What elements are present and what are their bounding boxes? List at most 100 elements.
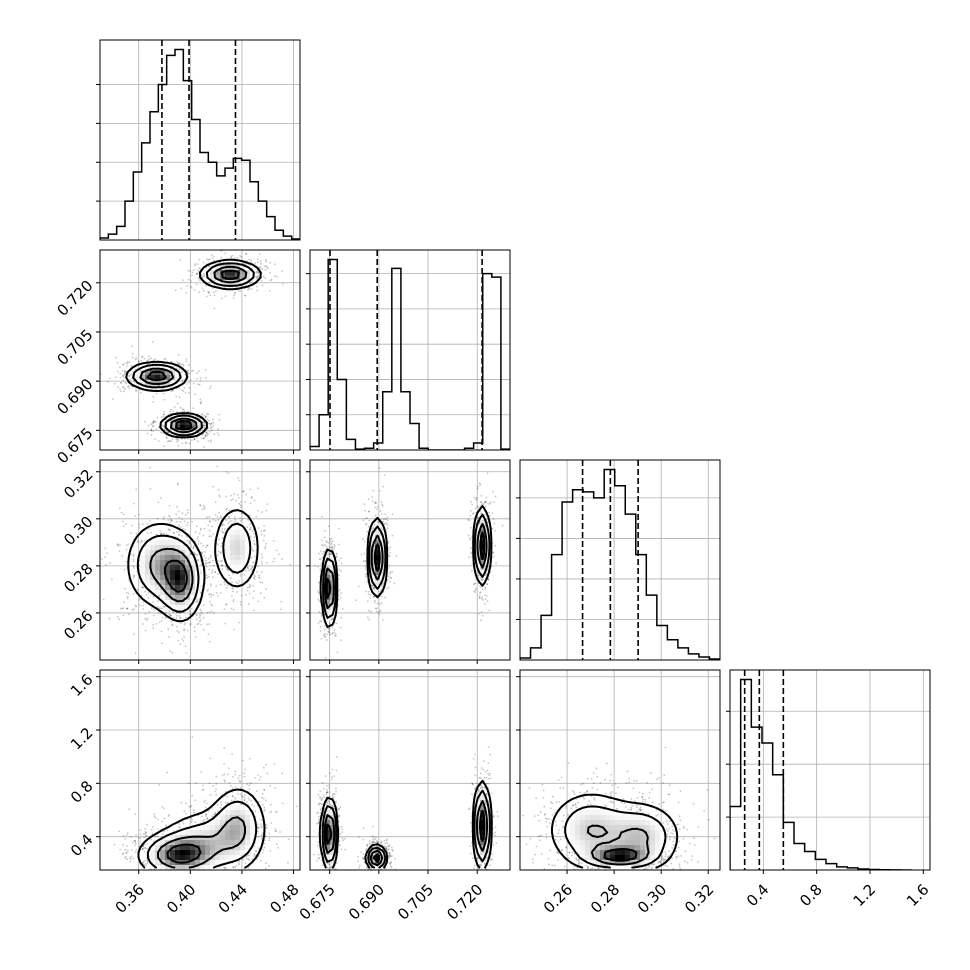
scatter-4-point (244, 862, 247, 865)
scatter-2-point (111, 578, 113, 581)
scatter-2-point (228, 516, 231, 519)
scatter-2-point (238, 621, 241, 624)
scatter-1-density-cell (185, 420, 191, 426)
scatter-1-point (217, 434, 220, 437)
scatter-1-point (182, 364, 185, 367)
scatter-3-point (493, 555, 495, 558)
scatter-1-point (247, 288, 249, 291)
scatter-1-point (245, 253, 248, 255)
scatter-3-density-cell (480, 525, 486, 531)
scatter-2-point (225, 565, 227, 568)
scatter-2-point (133, 567, 135, 569)
scatter-3-point (478, 595, 480, 597)
scatter-2-point (177, 482, 179, 485)
scatter-2-point (153, 614, 155, 617)
scatter-1-point (151, 422, 154, 425)
scatter-2-point (240, 603, 242, 606)
scatter-2-point (196, 600, 199, 603)
scatter-1-point (190, 285, 193, 288)
hist-1-frame (99, 39, 301, 241)
scatter-2-point (265, 588, 267, 591)
scatter-1-point (256, 276, 259, 279)
scatter-3-point (469, 514, 472, 517)
scatter-2-density-cell (235, 555, 241, 561)
scatter-3-point (478, 597, 481, 599)
scatter-1-point (125, 382, 128, 385)
scatter-3-point (481, 578, 484, 581)
scatter-1-point (166, 440, 169, 443)
scatter-1-point (189, 379, 192, 381)
scatter-1-point (179, 363, 182, 366)
scatter-2-density-cell (165, 535, 171, 541)
scatter-3-point (482, 578, 484, 581)
scatter-2-density-cell (175, 550, 181, 556)
scatter-3-density-cell (330, 580, 336, 586)
scatter-2-point (254, 543, 256, 546)
scatter-3-point (324, 635, 327, 638)
scatter-1-point (113, 382, 116, 385)
scatter-1-density-cell (150, 365, 156, 371)
scatter-1-point (120, 381, 123, 384)
scatter-1-point (181, 371, 183, 373)
scatter-2-point (249, 514, 251, 517)
scatter-2-density-cell (230, 525, 236, 531)
scatter-3-point (323, 529, 326, 532)
scatter-3-point (470, 547, 472, 550)
scatter-1-point (194, 264, 196, 267)
scatter-2-point (132, 502, 135, 505)
scatter-4-point (137, 836, 140, 839)
scatter-3-point (319, 620, 321, 623)
scatter-2-point (239, 506, 242, 509)
scatter-3-point (365, 573, 367, 576)
scatter-1-point (218, 262, 221, 264)
scatter-2-density-cell (160, 540, 166, 546)
scatter-2-point (133, 574, 136, 577)
scatter-1-point (192, 369, 194, 372)
scatter-2-density-cell (190, 585, 196, 591)
scatter-2-point (176, 483, 179, 486)
scatter-2-point (208, 623, 211, 625)
scatter-3-point (474, 507, 477, 510)
scatter-1-point (194, 288, 196, 291)
scatter-2-point (160, 497, 162, 499)
scatter-1-point (176, 440, 179, 443)
scatter-2-point (176, 630, 179, 632)
scatter-1-density-cell (185, 425, 191, 431)
scatter-3-point (328, 629, 331, 632)
scatter-2-point (160, 533, 162, 536)
scatter-3-point (480, 577, 482, 580)
scatter-2-point (253, 499, 256, 502)
scatter-3-point (379, 490, 381, 492)
scatter-1-point (187, 269, 190, 272)
scatter-1-point (195, 273, 198, 275)
scatter-1-point (202, 261, 205, 264)
scatter-3-point (381, 513, 383, 515)
scatter-2-point (252, 561, 254, 564)
scatter-1-point (146, 360, 148, 362)
scatter-2-point (159, 607, 162, 610)
scatter-1-point (203, 275, 206, 277)
scatter-2-point (217, 488, 220, 491)
scatter-1-point (260, 262, 262, 265)
scatter-3-point (330, 543, 332, 546)
scatter-1-point (215, 290, 217, 293)
scatter-2-point (135, 488, 138, 491)
scatter-2-point (173, 532, 175, 535)
scatter-4-point (146, 823, 148, 826)
scatter-3-point (367, 593, 370, 596)
scatter-2-point (233, 628, 236, 631)
scatter-2-point (125, 548, 128, 551)
scatter-1-density-cell (180, 425, 186, 431)
scatter-2-point (203, 508, 206, 510)
scatter-3-point (327, 554, 329, 556)
scatter-1-point (152, 387, 155, 390)
scatter-3-point (364, 566, 367, 568)
scatter-1-point (269, 290, 271, 292)
scatter-2-density-cell (170, 590, 176, 596)
scatter-2-density-cell (230, 530, 236, 536)
scatter-2-point (218, 511, 220, 514)
scatter-3-point (473, 496, 476, 499)
scatter-1-point (127, 385, 130, 388)
scatter-1-point (178, 362, 181, 365)
scatter-2-point (211, 604, 214, 607)
